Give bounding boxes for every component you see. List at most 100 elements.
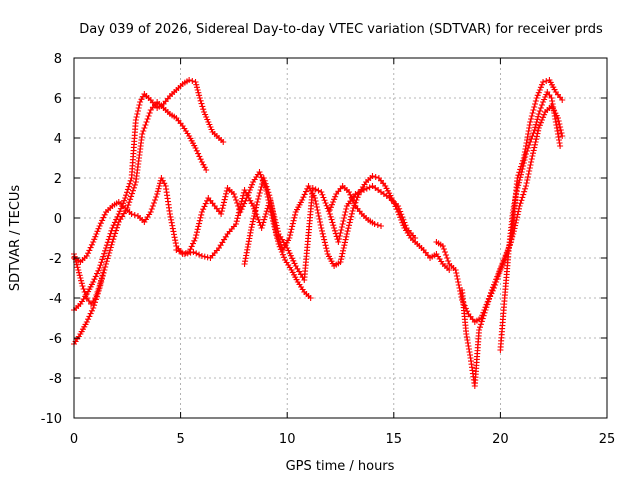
y-tick-label: -10 <box>41 412 62 427</box>
data-point-marker <box>352 191 359 197</box>
data-point-marker <box>524 174 531 180</box>
data-point-marker <box>344 228 351 235</box>
data-point-marker <box>315 210 322 216</box>
data-point-marker <box>248 224 255 231</box>
data-point-marker <box>254 214 261 220</box>
data-point-marker <box>231 194 238 200</box>
data-point-marker <box>140 128 147 134</box>
data-point-marker <box>263 208 270 215</box>
data-point-marker <box>342 209 349 215</box>
data-point-marker <box>487 292 494 299</box>
y-tick-label: 8 <box>54 52 62 67</box>
data-point-marker <box>257 187 264 193</box>
data-point-marker <box>138 96 145 103</box>
data-point-marker <box>346 189 353 195</box>
data-point-marker <box>121 197 128 204</box>
data-point-marker <box>81 289 88 295</box>
data-point-marker <box>323 248 330 255</box>
data-point-marker <box>249 218 256 225</box>
data-point-marker <box>312 186 319 193</box>
data-point-marker <box>82 292 89 298</box>
data-point-marker <box>540 79 547 85</box>
data-point-marker <box>171 231 178 238</box>
data-point-marker <box>454 276 461 282</box>
data-point-marker <box>276 239 283 245</box>
data-point-marker <box>152 197 159 203</box>
data-point-marker <box>86 247 93 254</box>
data-point-marker <box>274 233 281 240</box>
data-point-marker <box>235 209 242 216</box>
data-point-marker <box>529 153 536 159</box>
data-point-marker <box>526 165 533 171</box>
y-tick-label: -4 <box>49 292 62 307</box>
data-point-marker <box>115 211 122 217</box>
data-point-marker <box>155 185 162 192</box>
data-point-marker <box>354 194 361 201</box>
data-point-marker <box>513 191 520 198</box>
data-point-marker <box>349 207 356 214</box>
data-point-marker <box>181 251 188 257</box>
data-point-marker <box>150 200 157 206</box>
data-point-marker <box>453 273 460 279</box>
data-point-marker <box>125 202 132 209</box>
data-point-marker <box>300 194 307 201</box>
data-point-marker <box>253 201 260 208</box>
data-point-marker <box>218 211 225 217</box>
data-point-marker <box>197 214 204 221</box>
data-point-marker <box>318 189 325 195</box>
data-point-marker <box>85 250 92 257</box>
data-point-marker <box>107 244 114 251</box>
data-point-marker <box>527 162 534 168</box>
data-point-marker <box>319 191 326 198</box>
data-point-marker <box>258 225 265 231</box>
data-point-marker <box>301 191 308 198</box>
data-point-marker <box>395 209 402 215</box>
data-point-marker <box>515 179 522 186</box>
data-point-marker <box>537 105 544 111</box>
data-point-marker <box>110 236 117 243</box>
data-point-marker <box>331 196 338 203</box>
data-point-marker <box>543 78 550 84</box>
data-point-marker <box>288 226 295 233</box>
data-point-marker <box>193 232 200 239</box>
plot-frame <box>73 57 608 419</box>
data-point-marker <box>525 171 532 177</box>
data-point-marker <box>331 225 338 231</box>
data-point-marker <box>479 315 486 322</box>
data-point-marker <box>101 211 108 218</box>
data-point-marker <box>76 272 83 279</box>
y-tick-label: 0 <box>54 212 62 227</box>
data-point-marker <box>332 193 339 200</box>
data-point-marker <box>336 233 343 239</box>
data-point-marker <box>530 147 537 154</box>
data-point-marker <box>223 187 230 194</box>
data-point-marker <box>169 225 176 232</box>
series-track-9 <box>459 77 566 389</box>
data-point-marker <box>193 229 200 236</box>
data-point-marker <box>255 196 262 202</box>
data-point-marker <box>291 214 298 221</box>
data-point-marker <box>393 206 400 213</box>
data-point-marker <box>86 313 93 320</box>
data-point-marker <box>166 211 173 217</box>
data-point-marker <box>95 286 102 292</box>
data-point-marker <box>330 222 337 229</box>
data-point-marker <box>517 174 524 181</box>
data-point-marker <box>396 211 403 218</box>
data-point-marker <box>92 295 99 301</box>
data-point-marker <box>99 256 106 263</box>
data-point-marker <box>87 244 94 251</box>
data-point-marker <box>234 215 241 222</box>
data-point-marker <box>137 99 144 105</box>
data-point-marker <box>476 324 483 331</box>
data-point-marker <box>258 184 265 190</box>
data-point-marker <box>184 250 191 257</box>
data-point-marker <box>325 208 332 215</box>
data-point-marker <box>71 253 78 260</box>
data-point-marker <box>142 122 149 128</box>
data-point-marker <box>139 131 146 137</box>
data-point-marker <box>281 254 288 261</box>
data-point-marker <box>102 261 109 267</box>
data-point-marker <box>338 256 345 263</box>
series-track-1 <box>71 77 227 313</box>
